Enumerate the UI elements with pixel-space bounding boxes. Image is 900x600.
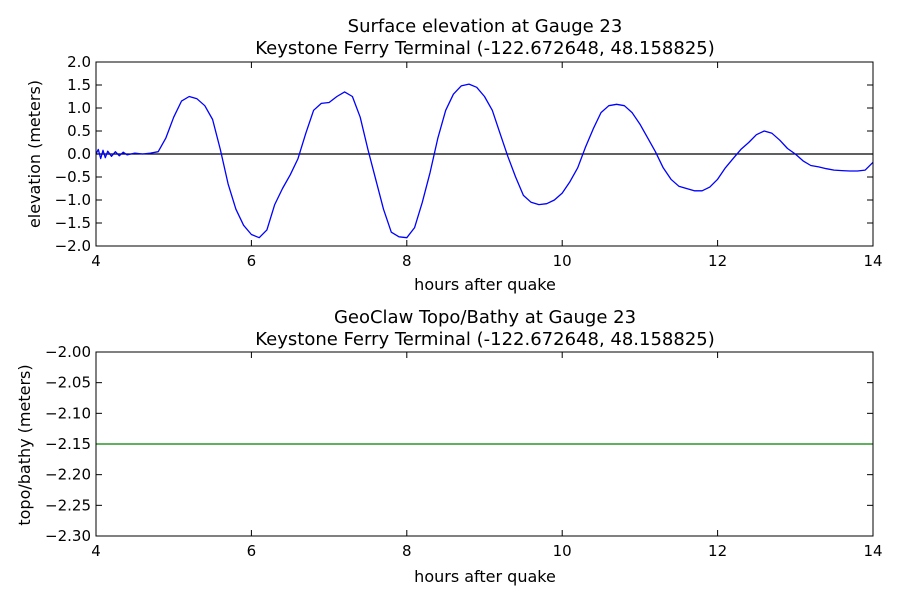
y-tick-label: −2.10 <box>45 404 91 422</box>
x-tick-label: 4 <box>91 542 101 560</box>
topo-bathy-chart: GeoClaw Topo/Bathy at Gauge 23 Keystone … <box>15 307 883 586</box>
y-tick-label: −1.5 <box>55 214 91 232</box>
y-tick-label: −2.15 <box>45 435 91 453</box>
x-axis-label: hours after quake <box>414 567 556 586</box>
x-tick-label: 8 <box>402 252 412 270</box>
x-tick-label: 10 <box>553 252 572 270</box>
y-tick-label: 0.0 <box>67 145 91 163</box>
x-tick-label: 6 <box>247 542 257 560</box>
x-tick-label: 12 <box>708 542 727 560</box>
y-axis-label: elevation (meters) <box>25 80 44 228</box>
y-tick-label: −1.0 <box>55 191 91 209</box>
y-tick-label: −0.5 <box>55 168 91 186</box>
chart-title: Surface elevation at Gauge 23 <box>348 16 623 37</box>
elevation-chart: Surface elevation at Gauge 23 Keystone F… <box>25 16 883 294</box>
y-tick-label: 1.0 <box>67 99 91 117</box>
y-tick-label: −2.0 <box>55 237 91 255</box>
y-tick-label: 2.0 <box>67 53 91 71</box>
plot-area-frame <box>95 61 874 247</box>
x-axis-label: hours after quake <box>414 275 556 294</box>
x-tick-label: 10 <box>553 542 572 560</box>
x-tick-label: 4 <box>91 252 101 270</box>
chart-subtitle: Keystone Ferry Terminal (-122.672648, 48… <box>255 329 715 350</box>
y-tick-label: −2.00 <box>45 343 91 361</box>
x-tick-label: 14 <box>863 252 882 270</box>
y-axis-label: topo/bathy (meters) <box>15 364 34 525</box>
x-tick-label: 14 <box>863 542 882 560</box>
y-tick-label: −2.30 <box>45 527 91 545</box>
plot-area-frame <box>95 351 874 537</box>
x-tick-label: 6 <box>247 252 257 270</box>
y-tick-label: 0.5 <box>67 122 91 140</box>
y-tick-label: 1.5 <box>67 76 91 94</box>
chart-title: GeoClaw Topo/Bathy at Gauge 23 <box>334 307 636 328</box>
y-tick-label: −2.20 <box>45 466 91 484</box>
chart-subtitle: Keystone Ferry Terminal (-122.672648, 48… <box>255 38 715 59</box>
x-tick-label: 8 <box>402 542 412 560</box>
y-tick-label: −2.25 <box>45 496 91 514</box>
y-tick-label: −2.05 <box>45 374 91 392</box>
x-tick-label: 12 <box>708 252 727 270</box>
series-line <box>95 83 874 239</box>
